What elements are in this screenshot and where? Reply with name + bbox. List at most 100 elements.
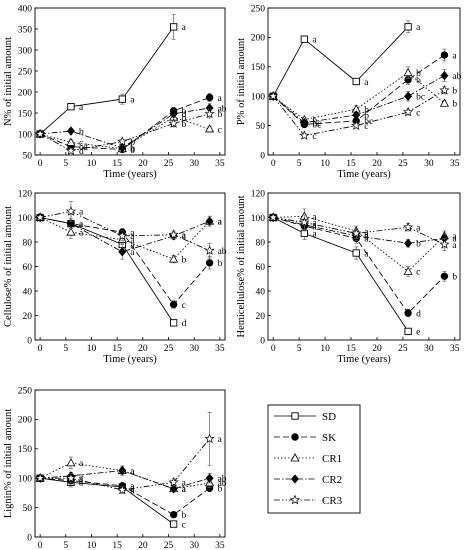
x-tick-label: 20 — [138, 159, 148, 169]
significance-label: a — [312, 221, 317, 231]
y-tick-label: 0 — [27, 533, 32, 543]
x-tick-label: 35 — [450, 159, 460, 169]
significance-label: a — [182, 23, 187, 33]
significance-label: a — [79, 477, 84, 487]
significance-label: a — [182, 479, 187, 489]
data-point-sd — [352, 77, 360, 86]
significance-label: bc — [312, 119, 321, 129]
significance-label: a — [312, 213, 317, 223]
series-sd: aae — [269, 213, 420, 338]
significance-label: c — [79, 139, 83, 149]
significance-label: a — [79, 220, 84, 230]
significance-label: b — [218, 259, 223, 269]
data-point-cr1 — [66, 458, 76, 467]
data-point-sk — [169, 300, 178, 309]
series-line-cr1 — [39, 217, 210, 260]
panels: 0 5 10 15 20 25 30 3550100150200250300350400Tim… — [3, 4, 462, 550]
significance-label: b — [130, 144, 135, 154]
data-point-sk — [404, 309, 412, 317]
y-tick-label: 50 — [256, 122, 266, 132]
significance-label: c — [416, 268, 420, 278]
significance-label: a — [130, 232, 135, 242]
data-point-cr3 — [168, 476, 179, 487]
series-line-cr1 — [39, 116, 210, 150]
y-tick-label: 200 — [18, 416, 33, 426]
significance-label: a — [79, 472, 84, 482]
x-tick-label: 30 — [189, 541, 199, 550]
significance-label: a — [130, 95, 135, 105]
y-tick-label: 400 — [18, 4, 33, 14]
data-point-cr1 — [403, 67, 413, 77]
x-tick-label: 20 — [138, 344, 148, 354]
significance-label: a — [416, 224, 421, 234]
series-line-cr3 — [40, 210, 210, 251]
significance-label: c — [218, 125, 222, 135]
x-tick-label: 10 — [87, 344, 97, 354]
y-axis-label: P% of initial amount — [236, 38, 247, 125]
significance-label: b — [416, 69, 421, 79]
legend-entries: SD SK CR1 CR2 CR3 — [274, 411, 343, 507]
significance-label: b — [182, 110, 187, 120]
legend-box — [267, 404, 361, 514]
data-point-cr3 — [65, 145, 77, 156]
data-point-sd — [404, 23, 412, 31]
significance-label: a — [364, 78, 369, 88]
significance-label: a — [79, 475, 84, 485]
legend-marker — [291, 474, 299, 484]
significance-label: a — [130, 229, 135, 239]
x-tick-label: 35 — [215, 344, 225, 354]
x-axis-label: Time (years) — [337, 169, 391, 180]
y-tick-label: 20 — [23, 312, 33, 322]
series-sd: a a a — [36, 13, 187, 138]
data-point-sd — [300, 35, 308, 43]
series-line-sd — [272, 26, 409, 97]
significance-label: b — [452, 87, 457, 97]
data-point-cr2 — [404, 238, 413, 248]
legend-marker — [291, 433, 299, 441]
x-tick-label: 15 — [112, 344, 122, 354]
x-tick-label: 25 — [164, 344, 174, 354]
legend-entry-cr2: CR2 — [274, 474, 342, 486]
data-point-cr3 — [268, 212, 279, 222]
significance-label: a — [364, 232, 369, 242]
y-tick-label: 60 — [23, 263, 33, 273]
y-tick-label: 100 — [251, 93, 266, 103]
significance-label: b — [218, 110, 223, 120]
significance-label: ab — [218, 104, 227, 114]
significance-label: a — [79, 208, 84, 218]
significance-label: a — [79, 220, 84, 230]
legend-label: CR1 — [322, 453, 342, 465]
significance-label: b — [364, 111, 369, 121]
significance-label: c — [416, 108, 420, 118]
data-point-sd — [169, 520, 178, 528]
x-tick-label: 15 — [112, 159, 122, 169]
significance-label: c — [182, 301, 186, 311]
significance-label: c — [312, 132, 316, 142]
y-tick-label: 250 — [18, 67, 33, 77]
x-tick-label: 25 — [398, 159, 408, 169]
data-point-cr2 — [169, 109, 178, 119]
data-point-cr3 — [168, 118, 179, 128]
significance-label: ab — [218, 479, 227, 489]
y-tick-label: 100 — [18, 130, 33, 140]
legend-label: CR3 — [322, 495, 343, 507]
data-point-cr3 — [403, 221, 414, 232]
significance-label: b — [182, 120, 187, 130]
legend-marker — [290, 453, 300, 462]
x-tick-label: 10 — [320, 344, 330, 354]
x-tick-label: 5 — [63, 541, 68, 550]
plot-frame — [267, 7, 461, 156]
data-point-cr3 — [439, 239, 450, 249]
significance-label: a — [130, 241, 135, 251]
data-point-cr3 — [117, 230, 128, 241]
significance-label: a — [312, 219, 317, 229]
plot-frame — [34, 192, 226, 341]
x-tick-label: 35 — [450, 344, 460, 354]
x-tick-label: 30 — [424, 344, 434, 354]
y-axis-label: Hemicellulose% of initial amount — [236, 195, 247, 337]
data-point-cr2 — [205, 473, 214, 483]
